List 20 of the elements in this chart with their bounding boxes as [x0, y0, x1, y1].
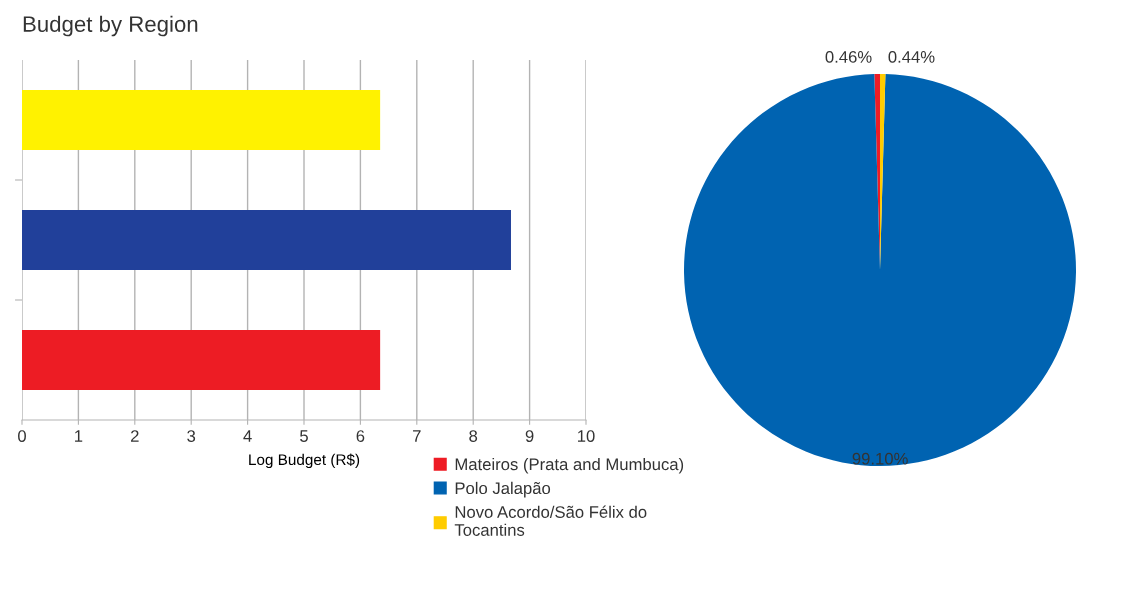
x-tick-label: 8	[469, 430, 478, 442]
data-label: 0.44%	[888, 50, 935, 63]
chart-title: Budget by Region	[23, 15, 198, 37]
x-tick-label: 1	[75, 430, 83, 442]
data-label: 0.46%	[825, 50, 872, 63]
pie-slice	[684, 74, 1076, 466]
x-tick-label: 5	[300, 430, 308, 442]
x-tick-label: 7	[413, 430, 421, 442]
x-tick-label: 2	[131, 430, 139, 442]
legend-label: Polo Jalapão	[455, 481, 551, 498]
data-label: 99.10%	[852, 452, 908, 465]
legend-label: Novo Acordo/São Félix do Tocantins	[454, 505, 647, 536]
legend-label: Mateiros (Prata and Mumbuca)	[455, 457, 684, 474]
x-axis-title: Log Budget (R$)	[249, 453, 360, 469]
x-tick-label: 4	[243, 430, 252, 442]
x-tick-label: 3	[187, 430, 196, 442]
x-tick-label: 6	[356, 430, 365, 442]
x-tick-label: 9	[525, 430, 534, 442]
x-tick-label: 0	[18, 430, 26, 442]
x-tick-label: 10	[578, 430, 595, 442]
